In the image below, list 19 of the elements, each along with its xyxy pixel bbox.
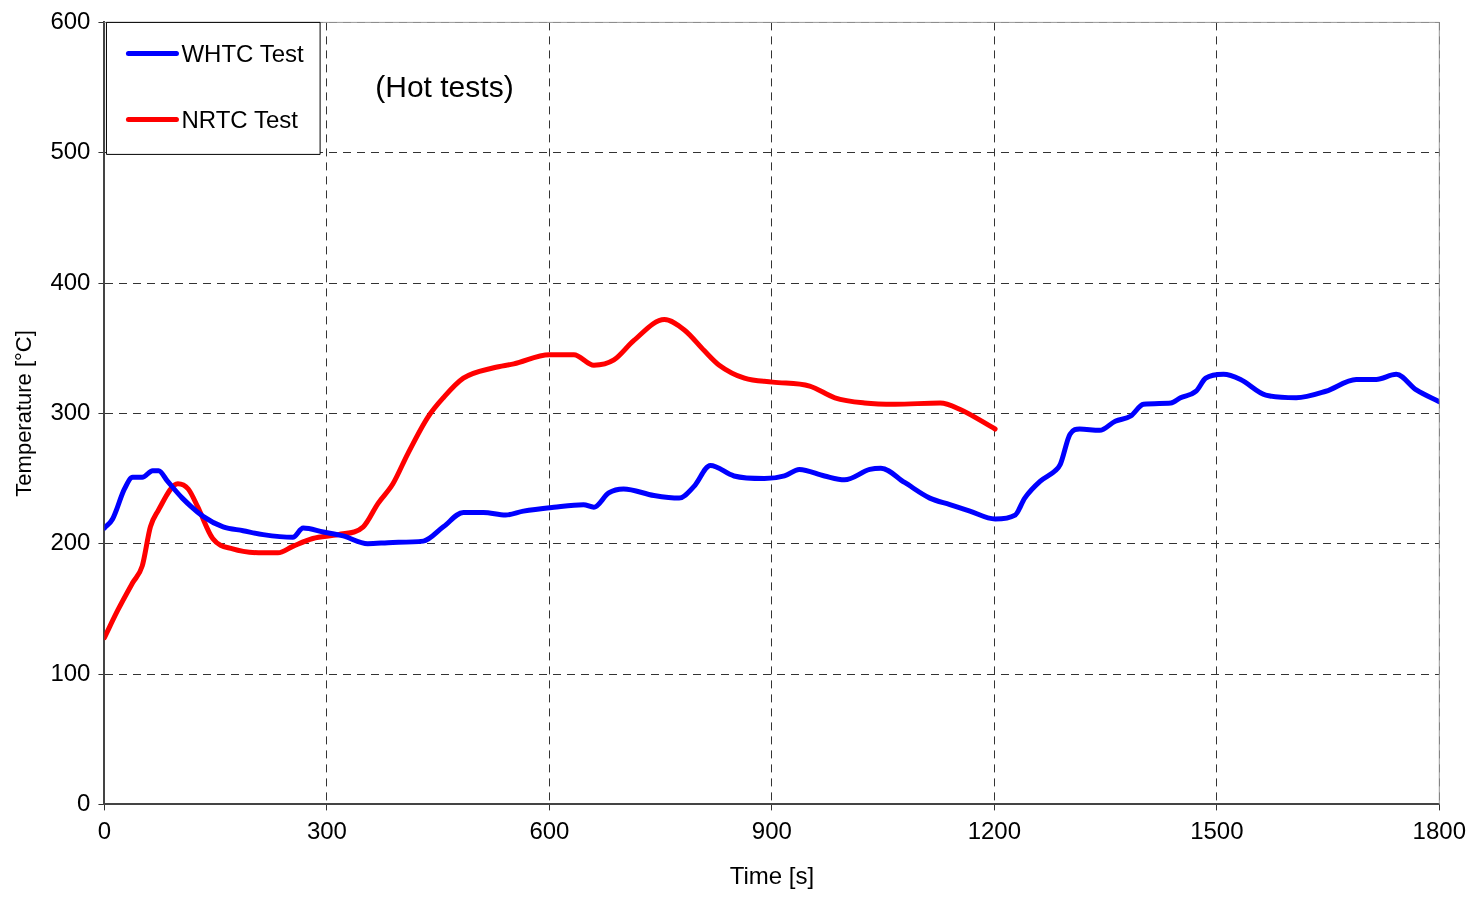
y-tick-label: 100: [50, 658, 91, 686]
x-tick-label: 1800: [1412, 817, 1466, 845]
x-tick-label: 0: [97, 817, 112, 845]
legend-label: WHTC Test: [181, 40, 304, 68]
x-tick-label: 300: [306, 817, 347, 845]
x-tick-label: 1200: [967, 817, 1022, 845]
y-tick-label: 0: [77, 789, 91, 817]
x-tick-label: 600: [529, 817, 570, 845]
y-tick-label: 400: [50, 267, 91, 295]
x-tick-label: 900: [751, 817, 792, 845]
y-tick-label: 500: [50, 137, 91, 165]
x-tick-label: 1500: [1190, 817, 1244, 845]
y-axis-title: Temperature [°C]: [11, 330, 37, 497]
y-tick-label: 300: [50, 398, 91, 426]
x-axis-title: Time [s]: [729, 862, 815, 890]
y-tick-label: 200: [50, 528, 91, 556]
annotation: (Hot tests): [375, 69, 514, 103]
y-tick-label: 600: [50, 7, 91, 35]
legend-label: NRTC Test: [181, 106, 299, 134]
